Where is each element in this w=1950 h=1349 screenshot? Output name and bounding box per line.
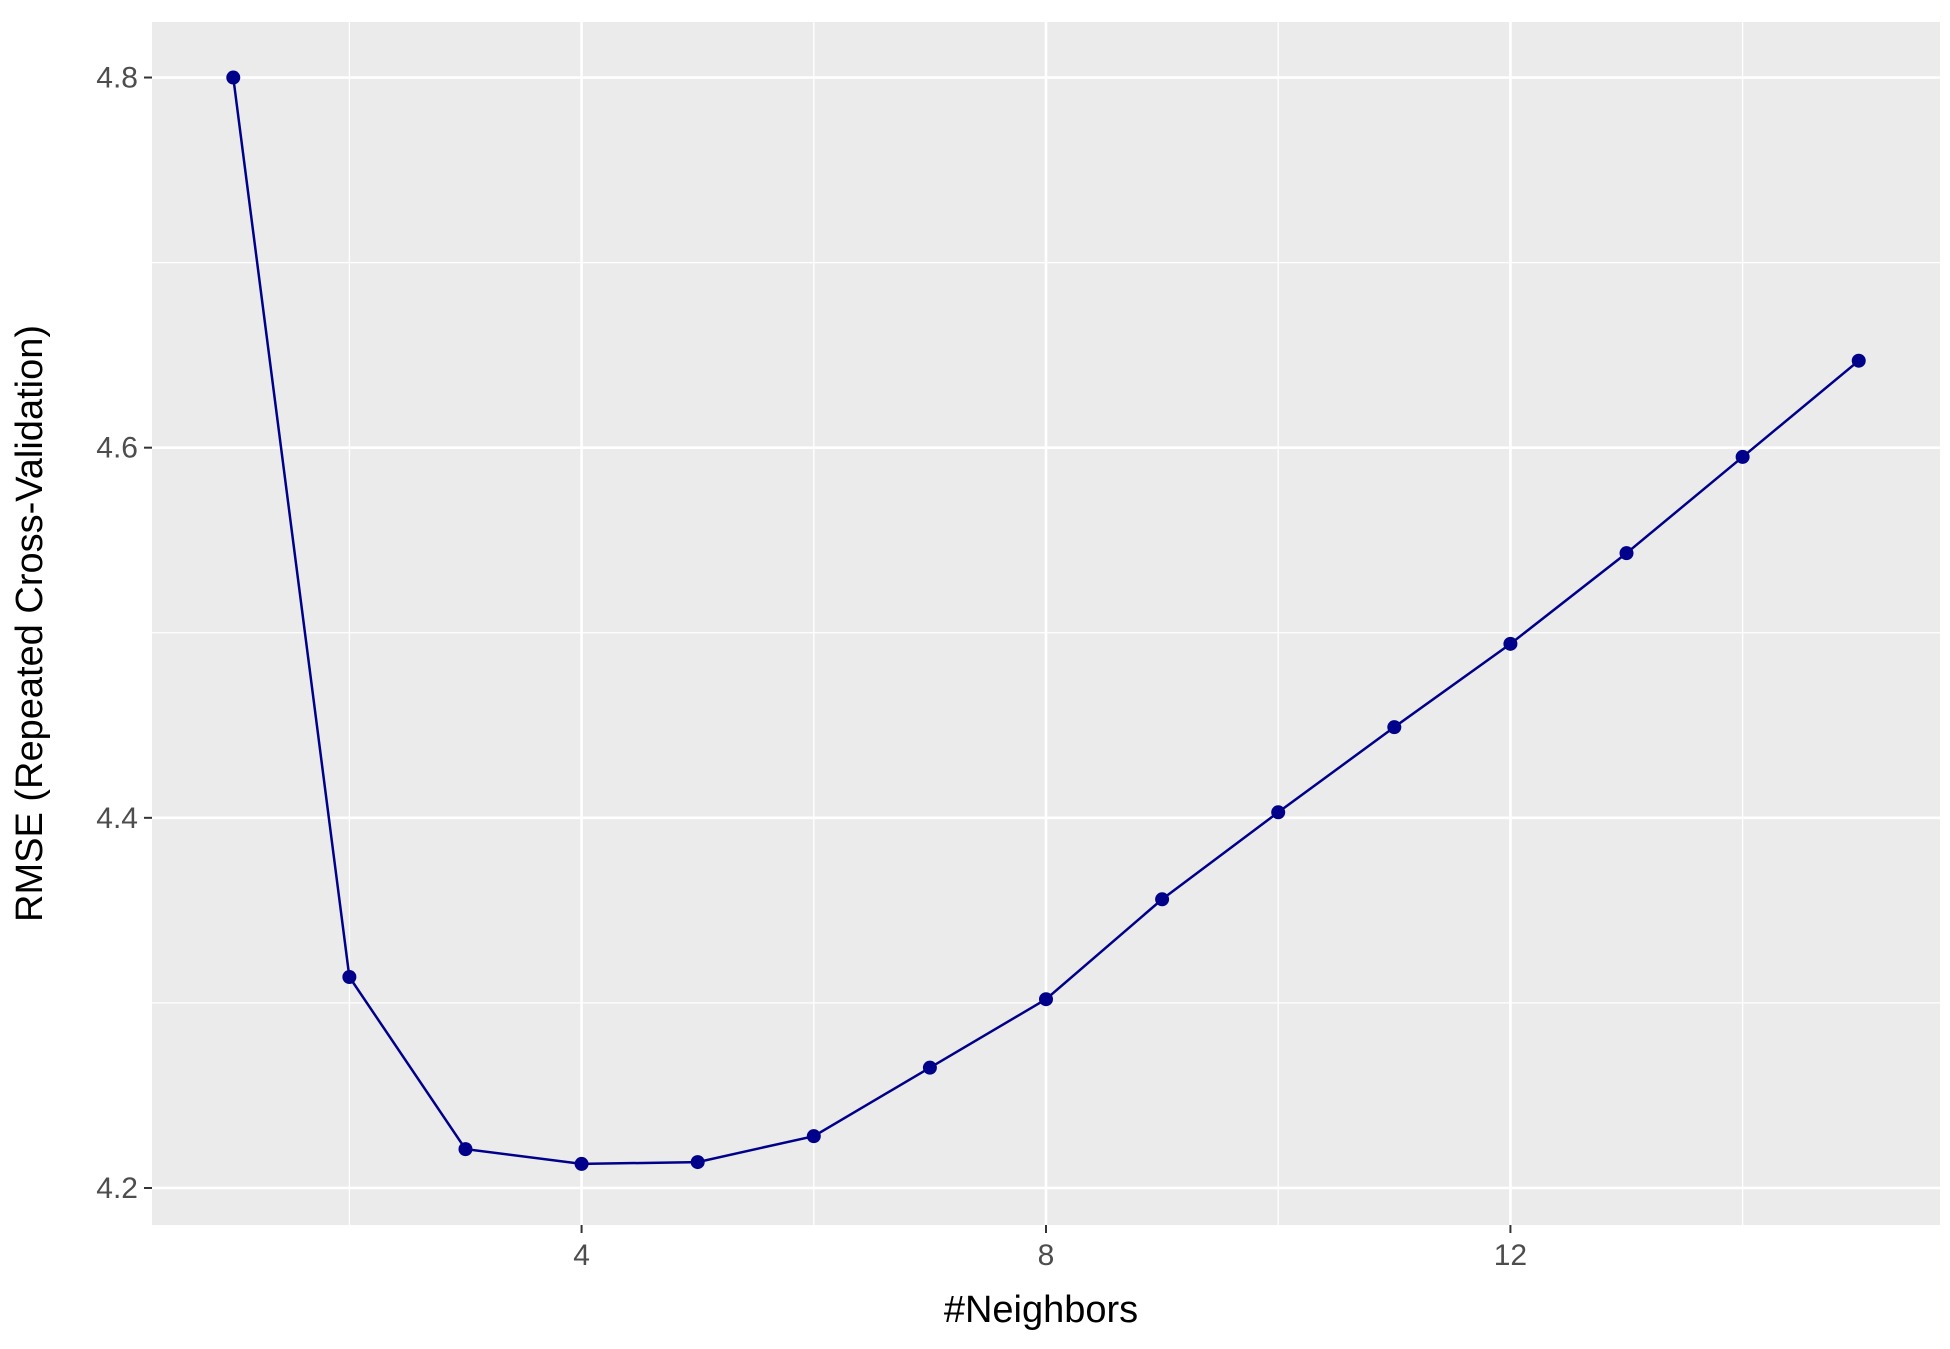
- data-point-3: [458, 1142, 473, 1157]
- data-point-6: [806, 1129, 821, 1144]
- tick-labels: 4 8 12 4.2 4.4 4.6 4.8: [96, 62, 1527, 1272]
- data-point-12: [1503, 636, 1518, 651]
- x-tick-label-1: 8: [1038, 1239, 1055, 1272]
- data-point-14: [1735, 449, 1750, 464]
- y-tick-label-3: 4.8: [96, 62, 138, 95]
- series-points: [226, 70, 1866, 1171]
- data-point-4: [574, 1156, 589, 1171]
- grid-major: [152, 22, 1940, 1225]
- x-tick-label-2: 12: [1494, 1239, 1527, 1272]
- data-point-8: [1039, 992, 1053, 1007]
- x-tick-label-0: 4: [573, 1239, 590, 1272]
- y-tick-label-1: 4.4: [96, 802, 138, 835]
- data-point-10: [1271, 805, 1286, 820]
- y-tick-label-2: 4.6: [96, 432, 138, 465]
- data-point-13: [1619, 546, 1634, 561]
- y-axis-title: RMSE (Repeated Cross-Validation): [9, 325, 51, 922]
- data-point-9: [1155, 892, 1170, 907]
- x-axis-title: #Neighbors: [944, 1289, 1138, 1331]
- data-point-7: [922, 1060, 937, 1075]
- data-point-5: [690, 1155, 705, 1170]
- data-point-1: [226, 70, 241, 85]
- data-point-15: [1851, 353, 1866, 368]
- y-tick-label-0: 4.2: [96, 1172, 138, 1205]
- data-point-2: [342, 969, 357, 984]
- data-point-11: [1387, 720, 1402, 735]
- axis-ticks: [144, 76, 1512, 1233]
